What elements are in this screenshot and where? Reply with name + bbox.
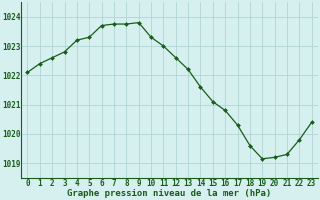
X-axis label: Graphe pression niveau de la mer (hPa): Graphe pression niveau de la mer (hPa)	[68, 189, 272, 198]
